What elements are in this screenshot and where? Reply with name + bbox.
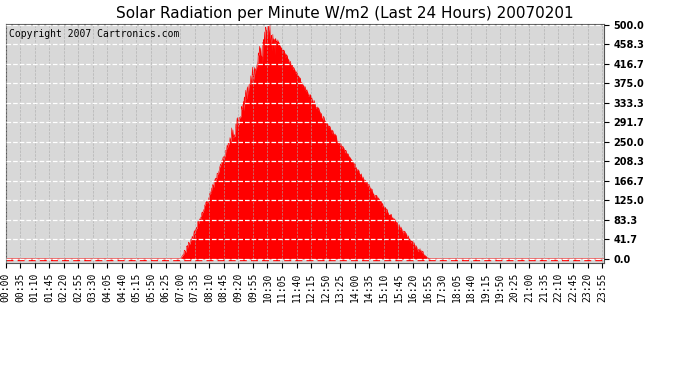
Text: Copyright 2007 Cartronics.com: Copyright 2007 Cartronics.com — [8, 29, 179, 39]
Text: Solar Radiation per Minute W/m2 (Last 24 Hours) 20070201: Solar Radiation per Minute W/m2 (Last 24… — [116, 6, 574, 21]
